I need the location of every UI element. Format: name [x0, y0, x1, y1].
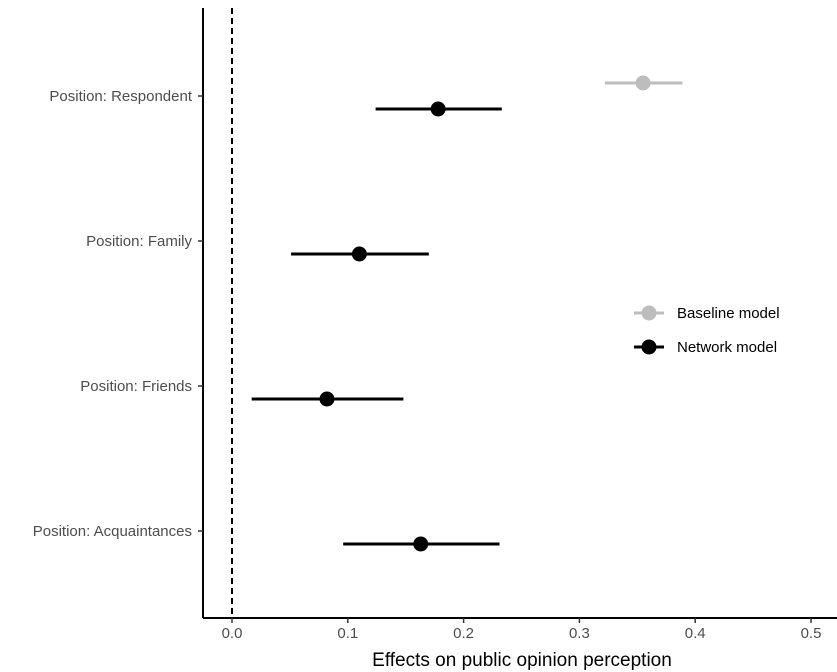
x-tick-label: 0.5 [801, 625, 822, 642]
x-axis-title: Effects on public opinion perception [372, 650, 672, 671]
x-tick-label: 0.0 [222, 625, 243, 642]
legend-label: Network model [677, 339, 777, 356]
y-category-label: Position: Acquaintances [33, 523, 192, 540]
axes: 0.0 0.1 0.2 0.3 0.4 0.5 Position: Respondent Po… [33, 8, 837, 642]
x-tick-label: 0.3 [569, 625, 590, 642]
legend-key-point [641, 339, 657, 355]
point-estimate [413, 536, 429, 552]
legend-key-point [641, 305, 657, 321]
point-estimate [351, 246, 367, 262]
x-tick-label: 0.1 [337, 625, 358, 642]
marks [251, 75, 683, 552]
legend-label: Baseline model [677, 305, 780, 322]
y-category-label: Position: Family [86, 233, 192, 250]
y-category-label: Position: Friends [80, 378, 192, 395]
y-category-label: Position: Respondent [49, 88, 192, 105]
point-estimate [430, 101, 446, 117]
legend: Baseline model Network model [634, 305, 780, 356]
point-estimate [319, 391, 335, 407]
x-tick-label: 0.2 [453, 625, 474, 642]
x-tick-label: 0.4 [685, 625, 706, 642]
point-estimate [635, 75, 651, 91]
